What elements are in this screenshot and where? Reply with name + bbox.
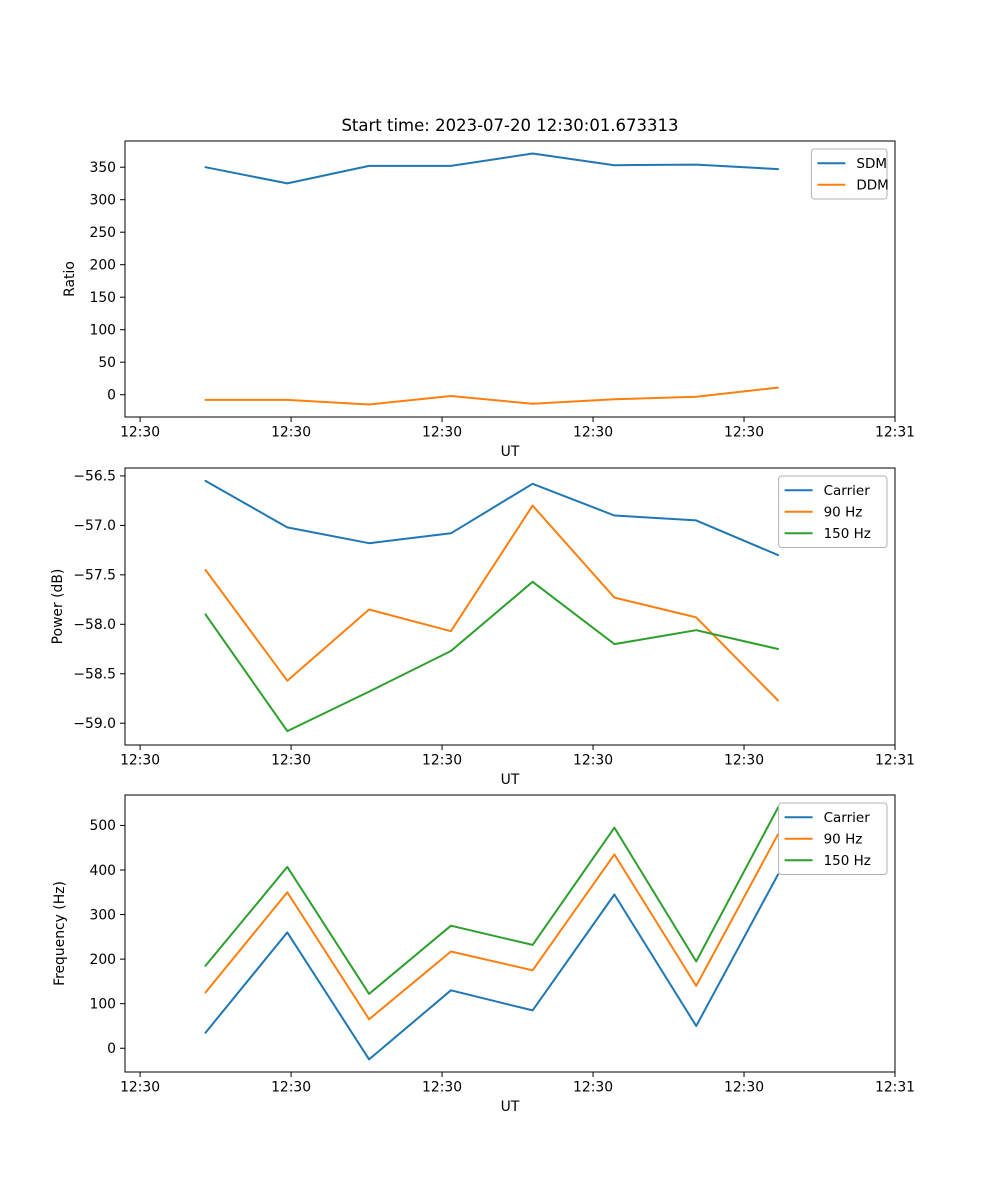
x-axis-label: UT bbox=[501, 772, 520, 788]
y-tick-label: 300 bbox=[89, 192, 116, 208]
subplot-frequency: 12:30 12:30 12:30 12:30 12:30 12:31 0 100 200 300… bbox=[52, 794, 915, 1115]
x-tick-label: 12:30 bbox=[573, 425, 613, 441]
y-tick-label: 100 bbox=[89, 323, 116, 339]
legend-label: Carrier bbox=[824, 483, 871, 499]
x-tick-label: 12:30 bbox=[271, 1080, 311, 1096]
x-tick-label: 12:30 bbox=[724, 753, 764, 769]
legend: Carrier 90 Hz 150 Hz bbox=[778, 802, 888, 875]
x-tick-label: 12:31 bbox=[875, 753, 915, 769]
y-tick-label: −56.5 bbox=[73, 469, 116, 485]
legend-label: 90 Hz bbox=[824, 832, 863, 848]
y-tick-label: 0 bbox=[107, 388, 116, 404]
x-tick-label: 12:30 bbox=[271, 425, 311, 441]
y-tick-label: 50 bbox=[98, 355, 116, 371]
y-tick-label: 150 bbox=[89, 290, 116, 306]
series-line-150-hz bbox=[204, 806, 779, 995]
x-axis-label: UT bbox=[501, 1099, 520, 1115]
y-tick-label: −57.5 bbox=[73, 568, 116, 584]
legend-label: SDM bbox=[856, 156, 887, 172]
x-tick-label: 12:30 bbox=[271, 753, 311, 769]
x-tick-label: 12:30 bbox=[724, 425, 764, 441]
y-tick-label: 200 bbox=[89, 952, 116, 968]
y-tick-label: 0 bbox=[107, 1041, 116, 1057]
series-line-90-hz bbox=[204, 833, 779, 1021]
subplot-ratio: 12:30 12:30 12:30 12:30 12:30 12:31 0 50 100 150 2… bbox=[62, 140, 915, 460]
y-tick-label: 100 bbox=[89, 996, 116, 1012]
x-tick-label: 12:30 bbox=[120, 425, 160, 441]
legend-box bbox=[778, 475, 888, 548]
y-axis-label: Power (dB) bbox=[50, 569, 66, 645]
axes-frame bbox=[124, 467, 896, 746]
y-tick-label: 200 bbox=[89, 257, 116, 273]
legend: SDM DDM bbox=[810, 148, 889, 200]
series-line-150-hz bbox=[204, 580, 779, 733]
y-tick-label: −58.0 bbox=[73, 617, 116, 633]
subplot-power: 12:30 12:30 12:30 12:30 12:30 12:31 −59.0 −58.5… bbox=[50, 467, 915, 788]
x-tick-label: 12:30 bbox=[422, 753, 462, 769]
y-tick-label: −57.0 bbox=[73, 518, 116, 534]
legend-label: 150 Hz bbox=[824, 526, 871, 542]
legend: Carrier 90 Hz 150 Hz bbox=[778, 475, 888, 548]
x-tick-label: 12:31 bbox=[875, 425, 915, 441]
series-line-carrier bbox=[204, 873, 779, 1061]
series-line-carrier bbox=[204, 479, 779, 557]
axes-frame bbox=[124, 140, 896, 418]
y-tick-label: 350 bbox=[89, 160, 116, 176]
legend-label: 90 Hz bbox=[824, 505, 863, 521]
x-tick-label: 12:30 bbox=[120, 1080, 160, 1096]
legend-label: Carrier bbox=[824, 810, 871, 826]
y-tick-label: −59.0 bbox=[73, 716, 116, 732]
x-tick-label: 12:30 bbox=[573, 1080, 613, 1096]
x-tick-label: 12:30 bbox=[422, 1080, 462, 1096]
y-axis-label: Ratio bbox=[62, 261, 78, 297]
x-tick-label: 12:30 bbox=[573, 753, 613, 769]
y-tick-label: −58.5 bbox=[73, 667, 116, 683]
series-line-sdm bbox=[204, 152, 779, 185]
axes-frame bbox=[124, 794, 896, 1073]
legend-box bbox=[810, 148, 888, 200]
legend-box bbox=[778, 802, 888, 875]
y-tick-label: 250 bbox=[89, 225, 116, 241]
y-tick-label: 400 bbox=[89, 863, 116, 879]
legend-label: DDM bbox=[856, 178, 888, 194]
x-axis-label: UT bbox=[501, 444, 520, 460]
series-line-90-hz bbox=[204, 504, 779, 702]
x-tick-label: 12:31 bbox=[875, 1080, 915, 1096]
y-tick-label: 300 bbox=[89, 907, 116, 923]
legend-label: 150 Hz bbox=[824, 853, 871, 869]
x-tick-label: 12:30 bbox=[120, 753, 160, 769]
series-line-ddm bbox=[204, 386, 779, 406]
figure-title: Start time: 2023-07-20 12:30:01.673313 bbox=[341, 116, 678, 135]
x-tick-label: 12:30 bbox=[724, 1080, 764, 1096]
y-axis-label: Frequency (Hz) bbox=[52, 881, 68, 986]
y-tick-label: 500 bbox=[89, 818, 116, 834]
x-tick-label: 12:30 bbox=[422, 425, 462, 441]
